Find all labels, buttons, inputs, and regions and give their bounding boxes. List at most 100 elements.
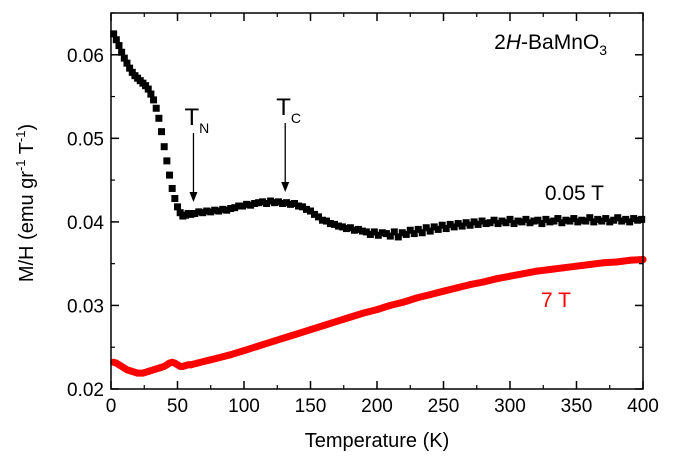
data-point-0.05T bbox=[271, 199, 279, 207]
data-point-7T bbox=[373, 306, 381, 314]
data-point-0.05T bbox=[171, 194, 179, 202]
y-tick-label: 0.03 bbox=[67, 296, 104, 317]
data-point-0.05T bbox=[398, 229, 406, 237]
y-axis-title-superscript: -1 bbox=[13, 159, 28, 171]
data-point-0.05T bbox=[526, 219, 534, 227]
data-point-0.05T bbox=[166, 171, 174, 179]
data-point-0.05T bbox=[538, 220, 546, 228]
data-point-0.05T bbox=[426, 227, 434, 235]
y-axis-title-part: ) bbox=[16, 124, 38, 131]
data-point-7T bbox=[533, 267, 541, 275]
data-point-0.05T bbox=[195, 208, 203, 216]
data-point-0.05T bbox=[490, 216, 498, 224]
data-point-7T bbox=[227, 351, 235, 359]
series-label-7T: 7 T bbox=[541, 289, 571, 312]
data-point-7T bbox=[493, 275, 501, 283]
data-point-0.05T bbox=[430, 223, 438, 231]
data-point-7T bbox=[559, 264, 567, 272]
x-tick-label: 50 bbox=[167, 396, 188, 417]
data-point-0.05T bbox=[510, 220, 518, 228]
data-point-0.05T bbox=[514, 217, 522, 225]
data-point-0.05T bbox=[546, 218, 554, 226]
data-point-0.05T bbox=[550, 217, 558, 225]
data-point-0.05T bbox=[187, 210, 195, 218]
data-point-0.05T bbox=[586, 214, 594, 222]
data-point-0.05T bbox=[486, 219, 494, 227]
transition-arrow-head bbox=[189, 192, 198, 203]
data-point-0.05T bbox=[115, 42, 123, 50]
data-point-0.05T bbox=[438, 221, 446, 229]
data-point-0.05T bbox=[211, 206, 219, 214]
data-point-0.05T bbox=[275, 198, 283, 206]
data-point-0.05T bbox=[303, 205, 311, 213]
x-tick-label: 100 bbox=[228, 396, 260, 417]
y-tick-label: 0.02 bbox=[67, 380, 104, 401]
data-point-0.05T bbox=[414, 225, 422, 233]
data-line-7T bbox=[110, 256, 647, 377]
data-point-0.05T bbox=[498, 217, 506, 225]
data-point-0.05T bbox=[558, 219, 566, 227]
data-point-0.05T bbox=[626, 218, 634, 226]
data-point-0.05T bbox=[263, 200, 271, 208]
data-point-0.05T bbox=[410, 230, 418, 238]
data-point-0.05T bbox=[614, 214, 622, 222]
data-point-0.05T bbox=[358, 227, 366, 235]
data-point-0.05T bbox=[223, 206, 231, 214]
x-tick-label: 150 bbox=[295, 396, 327, 417]
data-point-0.05T bbox=[534, 216, 542, 224]
data-point-0.05T bbox=[494, 220, 502, 228]
data-point-7T bbox=[307, 326, 314, 334]
x-tick-label: 400 bbox=[627, 396, 659, 417]
data-point-0.05T bbox=[566, 217, 574, 225]
data-point-0.05T bbox=[602, 215, 610, 223]
transition-label-main: T bbox=[276, 94, 291, 121]
data-point-0.05T bbox=[203, 207, 211, 215]
sample-label-prefix: 2 bbox=[494, 31, 506, 54]
data-point-0.05T bbox=[191, 210, 199, 218]
data-point-0.05T bbox=[279, 200, 287, 208]
data-point-7T bbox=[426, 291, 434, 299]
data-point-7T bbox=[599, 259, 607, 267]
data-point-0.05T bbox=[112, 36, 120, 44]
data-point-0.05T bbox=[163, 157, 171, 165]
x-tick-label: 0 bbox=[106, 396, 117, 417]
data-point-0.05T bbox=[462, 219, 470, 227]
data-point-0.05T bbox=[160, 143, 168, 151]
data-point-0.05T bbox=[251, 200, 259, 208]
data-point-7T bbox=[479, 278, 487, 286]
data-point-0.05T bbox=[123, 59, 131, 67]
data-point-0.05T bbox=[434, 225, 442, 233]
data-point-0.05T bbox=[466, 221, 474, 229]
data-point-0.05T bbox=[120, 54, 128, 62]
data-point-7T bbox=[346, 313, 354, 321]
data-point-0.05T bbox=[378, 229, 386, 237]
data-point-0.05T bbox=[482, 220, 490, 228]
data-point-0.05T bbox=[283, 199, 291, 207]
data-point-7T bbox=[586, 261, 594, 269]
data-point-7T bbox=[626, 256, 634, 264]
data-point-0.05T bbox=[350, 226, 358, 234]
data-point-0.05T bbox=[155, 114, 163, 122]
data-point-0.05T bbox=[147, 90, 155, 98]
data-point-0.05T bbox=[418, 229, 426, 237]
data-point-7T bbox=[506, 272, 514, 280]
data-point-0.05T bbox=[366, 230, 374, 238]
data-point-0.05T bbox=[386, 232, 394, 240]
x-tick-label: 200 bbox=[361, 396, 393, 417]
data-point-7T bbox=[280, 334, 288, 342]
data-point-7T bbox=[360, 309, 368, 317]
data-point-0.05T bbox=[144, 85, 152, 93]
data-point-7T bbox=[200, 357, 208, 365]
data-point-7T bbox=[207, 356, 215, 364]
data-point-7T bbox=[386, 301, 394, 309]
data-point-0.05T bbox=[322, 217, 330, 225]
sample-label-italic: H bbox=[506, 31, 522, 54]
data-point-0.05T bbox=[362, 228, 370, 236]
y-axis-title-superscript: -1 bbox=[13, 131, 28, 143]
data-point-0.05T bbox=[219, 205, 227, 213]
data-point-0.05T bbox=[394, 233, 402, 241]
data-point-7T bbox=[187, 361, 195, 369]
y-axis-title-part: M/H (emu gr bbox=[16, 171, 38, 282]
data-point-0.05T bbox=[446, 220, 454, 228]
